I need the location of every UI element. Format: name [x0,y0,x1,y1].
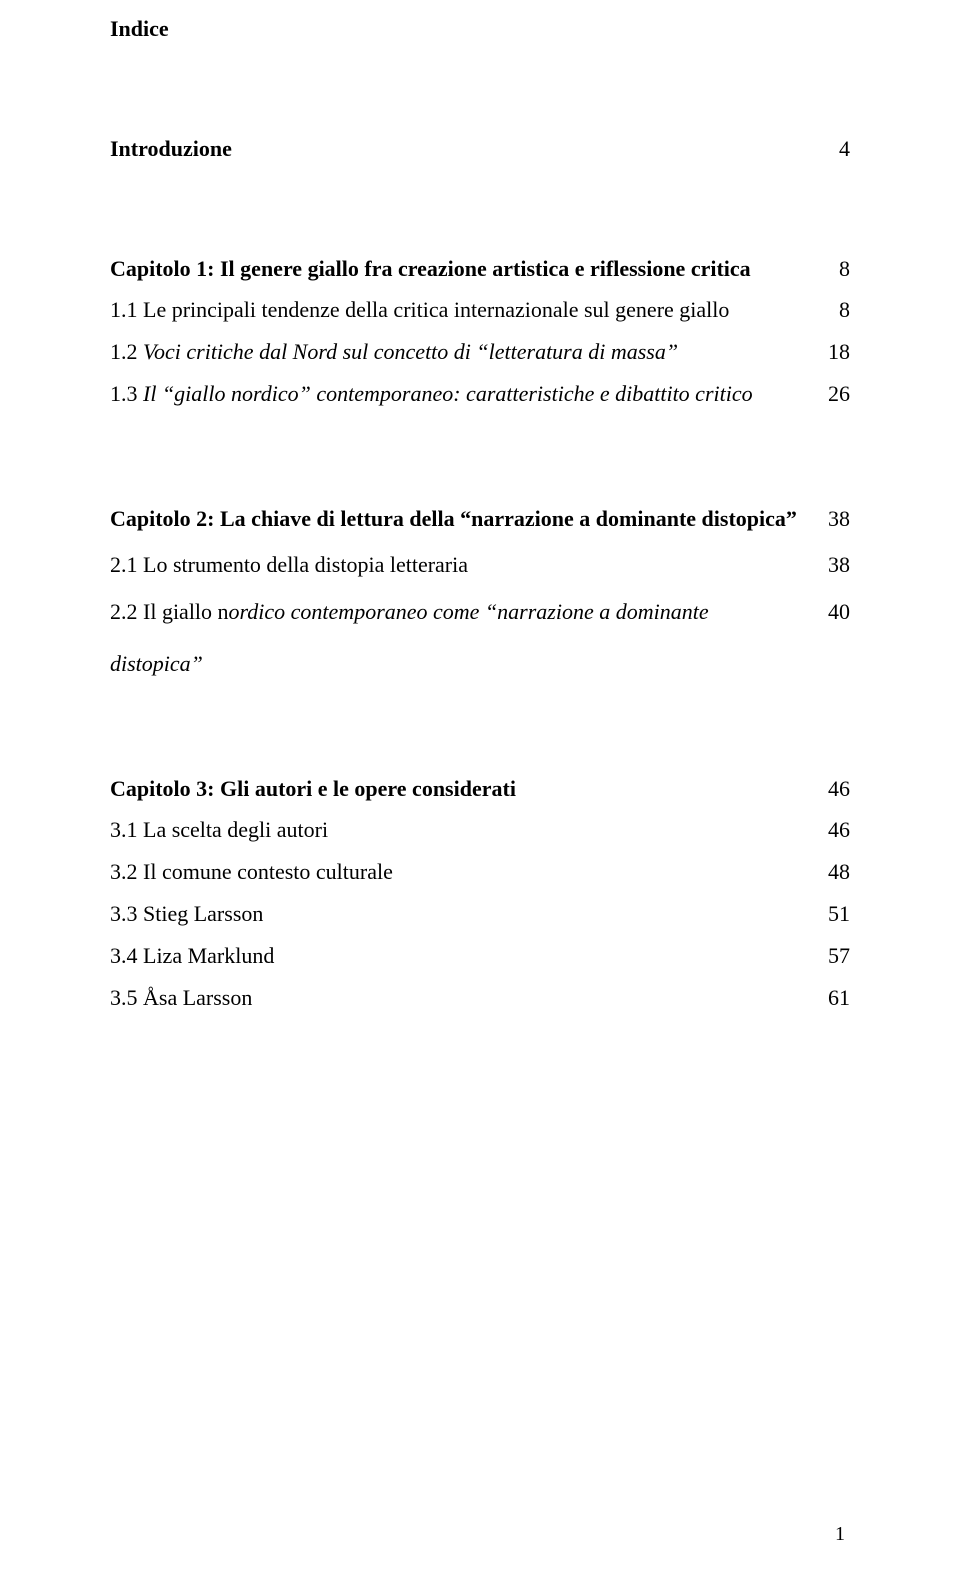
toc-entry-page: 38 [828,493,850,545]
toc-entry-page: 46 [828,768,850,810]
toc-row: Capitolo 3: Gli autori e le opere consid… [110,768,850,810]
toc-entry-page: 51 [828,893,850,935]
toc-entry-label: Introduzione [110,128,839,170]
toc-entry-label: 1.3 Il “giallo nordico” contemporaneo: c… [110,373,828,415]
toc-entry-label: Capitolo 1: Il genere giallo fra creazio… [110,248,839,290]
toc-row: 3.2 Il comune contesto culturale48 [110,851,850,893]
toc-section: Capitolo 2: La chiave di lettura della “… [110,493,850,690]
toc-section: Introduzione4 [110,128,850,170]
toc-section: Capitolo 1: Il genere giallo fra creazio… [110,248,850,415]
toc-entry-label: Capitolo 2: La chiave di lettura della “… [110,493,828,545]
toc-row: 3.3 Stieg Larsson51 [110,893,850,935]
toc-section: Capitolo 3: Gli autori e le opere consid… [110,768,850,1019]
document-title: Indice [110,8,850,50]
toc-entry-page: 61 [828,977,850,1019]
toc-row: 2.2 Il giallo nordico contemporaneo come… [110,586,850,689]
toc-row: 3.1 La scelta degli autori46 [110,809,850,851]
toc-entry-label: 3.5 Åsa Larsson [110,977,828,1019]
toc-entry-page: 48 [828,851,850,893]
toc-entry-page: 26 [828,373,850,415]
toc-entry-label: 1.2 Voci critiche dal Nord sul concetto … [110,331,828,373]
toc-row: 2.1 Lo strumento della distopia letterar… [110,544,850,586]
toc-entry-page: 46 [828,809,850,851]
toc-entry-page: 40 [828,586,850,638]
toc-row: Capitolo 2: La chiave di lettura della “… [110,493,850,545]
table-of-contents: Introduzione4 Capitolo 1: Il genere giall… [110,128,850,1019]
toc-entry-page: 8 [839,248,850,290]
toc-row: 1.3 Il “giallo nordico” contemporaneo: c… [110,373,850,415]
toc-entry-label: 2.2 Il giallo nordico contemporaneo come… [110,586,828,689]
toc-row: 1.1 Le principali tendenze della critica… [110,289,850,331]
toc-entry-label: 1.1 Le principali tendenze della critica… [110,289,839,331]
toc-row: 1.2 Voci critiche dal Nord sul concetto … [110,331,850,373]
toc-entry-page: 4 [839,128,850,170]
toc-row: 3.5 Åsa Larsson61 [110,977,850,1019]
toc-entry-label: 3.1 La scelta degli autori [110,809,828,851]
toc-entry-label: 2.1 Lo strumento della distopia letterar… [110,544,828,586]
toc-entry-page: 57 [828,935,850,977]
toc-row: Introduzione4 [110,128,850,170]
page-number: 1 [835,1515,845,1553]
toc-entry-page: 18 [828,331,850,373]
toc-entry-page: 8 [839,289,850,331]
toc-entry-label: 3.4 Liza Marklund [110,935,828,977]
toc-entry-label: 3.2 Il comune contesto culturale [110,851,828,893]
toc-entry-label: 3.3 Stieg Larsson [110,893,828,935]
toc-row: Capitolo 1: Il genere giallo fra creazio… [110,248,850,290]
toc-row: 3.4 Liza Marklund57 [110,935,850,977]
toc-entry-label: Capitolo 3: Gli autori e le opere consid… [110,768,828,810]
toc-entry-page: 38 [828,544,850,586]
